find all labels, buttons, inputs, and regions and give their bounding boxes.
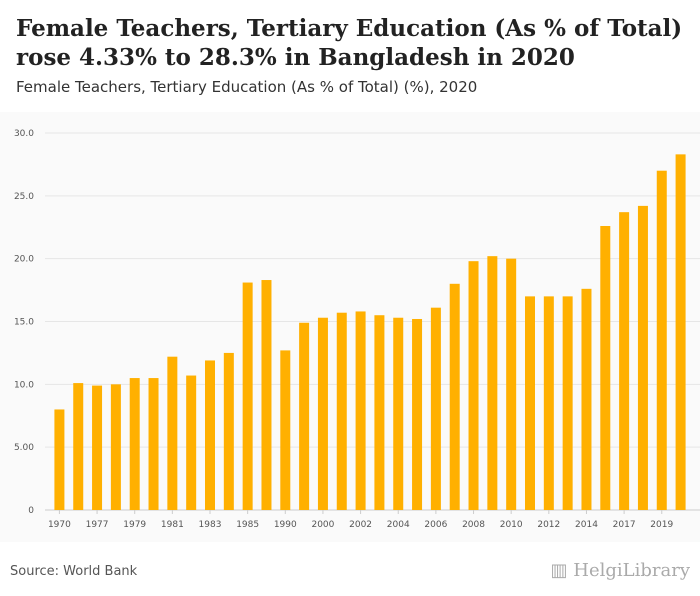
source-label: Source: World Bank <box>10 564 138 579</box>
bar <box>619 212 630 511</box>
x-tick-label: 1990 <box>274 520 297 530</box>
y-tick-label: 5.00 <box>14 443 34 453</box>
x-tick-label: 2017 <box>613 520 636 530</box>
y-tick-label: 20.0 <box>14 255 34 265</box>
bar <box>148 378 159 510</box>
bar <box>543 296 554 510</box>
bar <box>525 296 535 510</box>
x-tick-label: 1979 <box>123 520 146 530</box>
bar <box>637 205 648 510</box>
header: Female Teachers, Tertiary Education (As … <box>0 0 700 112</box>
bar <box>430 307 441 510</box>
x-tick-label: 1981 <box>161 520 184 530</box>
x-tick-label: 2012 <box>537 520 560 530</box>
bar <box>242 282 253 510</box>
bar <box>412 318 423 510</box>
bar <box>205 360 215 510</box>
bar <box>355 311 366 510</box>
y-tick-label: 25.0 <box>14 192 34 202</box>
x-tick-label: 1970 <box>48 520 71 530</box>
bar <box>92 385 103 510</box>
bar <box>110 384 121 510</box>
x-tick-label: 2008 <box>462 520 485 530</box>
bar <box>167 356 178 510</box>
x-tick-label: 2019 <box>650 520 673 530</box>
bar <box>299 322 310 510</box>
bar <box>336 312 347 510</box>
bar <box>562 296 573 510</box>
chart-title: Female Teachers, Tertiary Education (As … <box>16 15 683 71</box>
bar <box>54 409 65 510</box>
bar <box>675 154 686 510</box>
chart-subtitle: Female Teachers, Tertiary Education (As … <box>16 78 478 96</box>
bar <box>261 280 272 510</box>
helgilibrary-logo: ▥ HelgiLibrary <box>550 560 690 581</box>
bar <box>449 283 460 510</box>
bar-chart: 0 5.00 10.0 15.0 20.0 25.0 30.0 1970 1977 1979 198… <box>14 129 700 530</box>
bar <box>468 261 479 510</box>
bar <box>73 383 84 510</box>
plot-area: 0 5.00 10.0 15.0 20.0 25.0 30.0 1970 1977 1979 198… <box>0 112 700 542</box>
bar <box>129 378 140 510</box>
y-tick-label: 10.0 <box>14 380 34 390</box>
x-tick-label: 2004 <box>387 520 410 530</box>
x-tick-label: 2006 <box>424 520 447 530</box>
x-tick-label: 2000 <box>311 520 334 530</box>
bar <box>393 317 404 510</box>
bar <box>280 350 291 510</box>
bar <box>506 258 517 510</box>
bar <box>223 352 234 510</box>
x-tick-label: 1985 <box>236 520 259 530</box>
x-tick-label: 1983 <box>199 520 222 530</box>
bar <box>581 288 592 510</box>
bar <box>317 317 328 510</box>
y-tick-label: 30.0 <box>14 129 34 139</box>
x-tick-label: 1977 <box>86 520 109 530</box>
bar <box>487 256 498 510</box>
bar <box>600 225 611 510</box>
y-tick-label: 0 <box>28 506 34 516</box>
y-tick-label: 15.0 <box>14 318 34 328</box>
x-tick-label: 2014 <box>575 520 598 530</box>
x-tick-label: 2010 <box>500 520 523 530</box>
bar <box>186 375 197 510</box>
x-tick-label: 2002 <box>349 520 372 530</box>
bar <box>656 170 667 510</box>
bar <box>374 315 385 510</box>
